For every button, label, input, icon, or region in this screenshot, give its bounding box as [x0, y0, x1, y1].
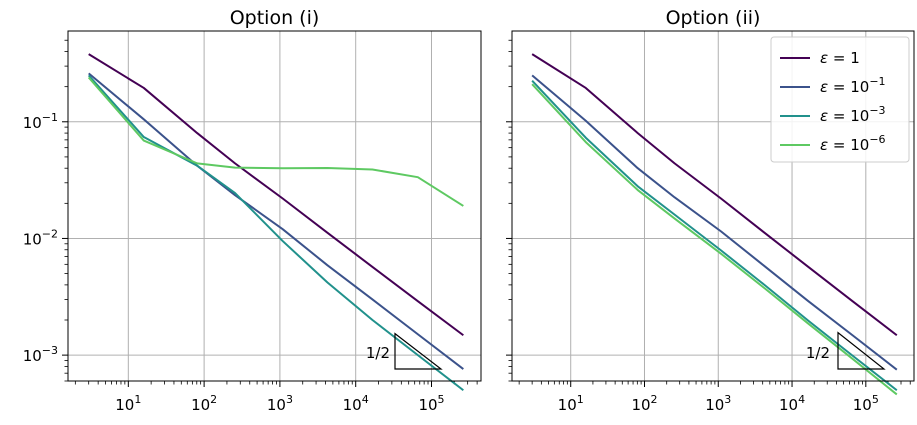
legend-prefix: ε =: [820, 136, 850, 154]
legend-exp: −3: [869, 104, 885, 117]
x-tick-label: 102: [191, 393, 217, 414]
slope-label: 1/2: [806, 344, 830, 362]
x-tick-label-exp: 1: [577, 393, 584, 406]
x-tick-label-base: 10: [631, 396, 650, 414]
x-tick-label-base: 10: [267, 396, 286, 414]
legend-prefix: ε =: [820, 107, 850, 125]
legend-exp: −1: [869, 75, 885, 88]
legend: ε = 1ε = 10−1ε = 10−3ε = 10−6: [770, 36, 910, 163]
x-tick-label-exp: 5: [872, 393, 879, 406]
x-tick-label-base: 10: [705, 396, 724, 414]
slope-triangle: [394, 332, 443, 370]
legend-prefix: ε =: [820, 78, 850, 96]
x-tick-label: 102: [631, 393, 657, 414]
y-tick-label-base: 10: [23, 347, 42, 365]
legend-label-eps1e-6: ε = 10−6: [820, 133, 886, 154]
y-tick-label: 10−1: [23, 111, 58, 132]
x-tick-label: 103: [267, 393, 293, 414]
x-tick-label-base: 10: [779, 396, 798, 414]
series-line-eps1e-1: [88, 72, 464, 370]
legend-prefix: ε =: [820, 49, 850, 67]
chart-title: Option (i): [230, 7, 320, 29]
legend-exp: −6: [869, 133, 885, 146]
slope-triangle: [837, 331, 886, 370]
x-tick-label-base: 10: [558, 396, 577, 414]
slope-label: 1/2: [366, 344, 390, 362]
y-tick-label: 10−3: [23, 344, 58, 365]
y-tick-label-base: 10: [23, 114, 42, 132]
legend-base: 10: [850, 78, 869, 96]
y-tick-label-exp: −1: [42, 111, 58, 124]
chart-title: Option (ii): [666, 7, 761, 29]
x-tick-label-exp: 4: [362, 393, 369, 406]
x-tick-label: 101: [558, 393, 584, 414]
y-tick-label-exp: −2: [42, 227, 58, 240]
legend-base: 10: [850, 136, 869, 154]
x-tick-label: 103: [705, 393, 731, 414]
legend-label-eps1: ε = 1: [820, 49, 860, 67]
x-tick-label: 104: [343, 393, 369, 414]
x-tick-label-exp: 3: [286, 393, 293, 406]
axes-frame: [67, 30, 482, 382]
x-tick-label: 105: [418, 393, 444, 414]
legend-base: 10: [850, 107, 869, 125]
legend-label-eps1e-1: ε = 10−1: [820, 75, 886, 96]
x-tick-label-base: 10: [418, 396, 437, 414]
x-tick-label-exp: 2: [651, 393, 658, 406]
x-tick-label-base: 10: [853, 396, 872, 414]
legend-box: [770, 36, 910, 163]
series-line-eps1: [88, 53, 464, 337]
x-tick-label: 104: [779, 393, 805, 414]
series-line-eps1e-6: [87, 76, 464, 207]
series-line-eps1e-3: [87, 74, 464, 392]
x-tick-label: 105: [853, 393, 879, 414]
x-tick-label-base: 10: [191, 396, 210, 414]
y-tick-label: 10−2: [23, 227, 58, 248]
series-line-eps1: [531, 53, 898, 337]
axes-frame: [511, 30, 915, 382]
series-line-eps1e-1: [531, 74, 898, 371]
x-tick-label-exp: 1: [134, 393, 141, 406]
x-tick-label-exp: 5: [438, 393, 445, 406]
x-tick-label-exp: 2: [210, 393, 217, 406]
x-tick-label-exp: 4: [798, 393, 805, 406]
y-tick-label-exp: −3: [42, 344, 58, 357]
x-tick-label-base: 10: [343, 396, 362, 414]
y-tick-label-base: 10: [23, 230, 42, 248]
legend-label-eps1e-3: ε = 10−3: [820, 104, 886, 125]
legend-base: 1: [850, 49, 860, 67]
x-tick-label-exp: 3: [724, 393, 731, 406]
x-tick-label-base: 10: [115, 396, 134, 414]
x-tick-label: 101: [115, 393, 141, 414]
